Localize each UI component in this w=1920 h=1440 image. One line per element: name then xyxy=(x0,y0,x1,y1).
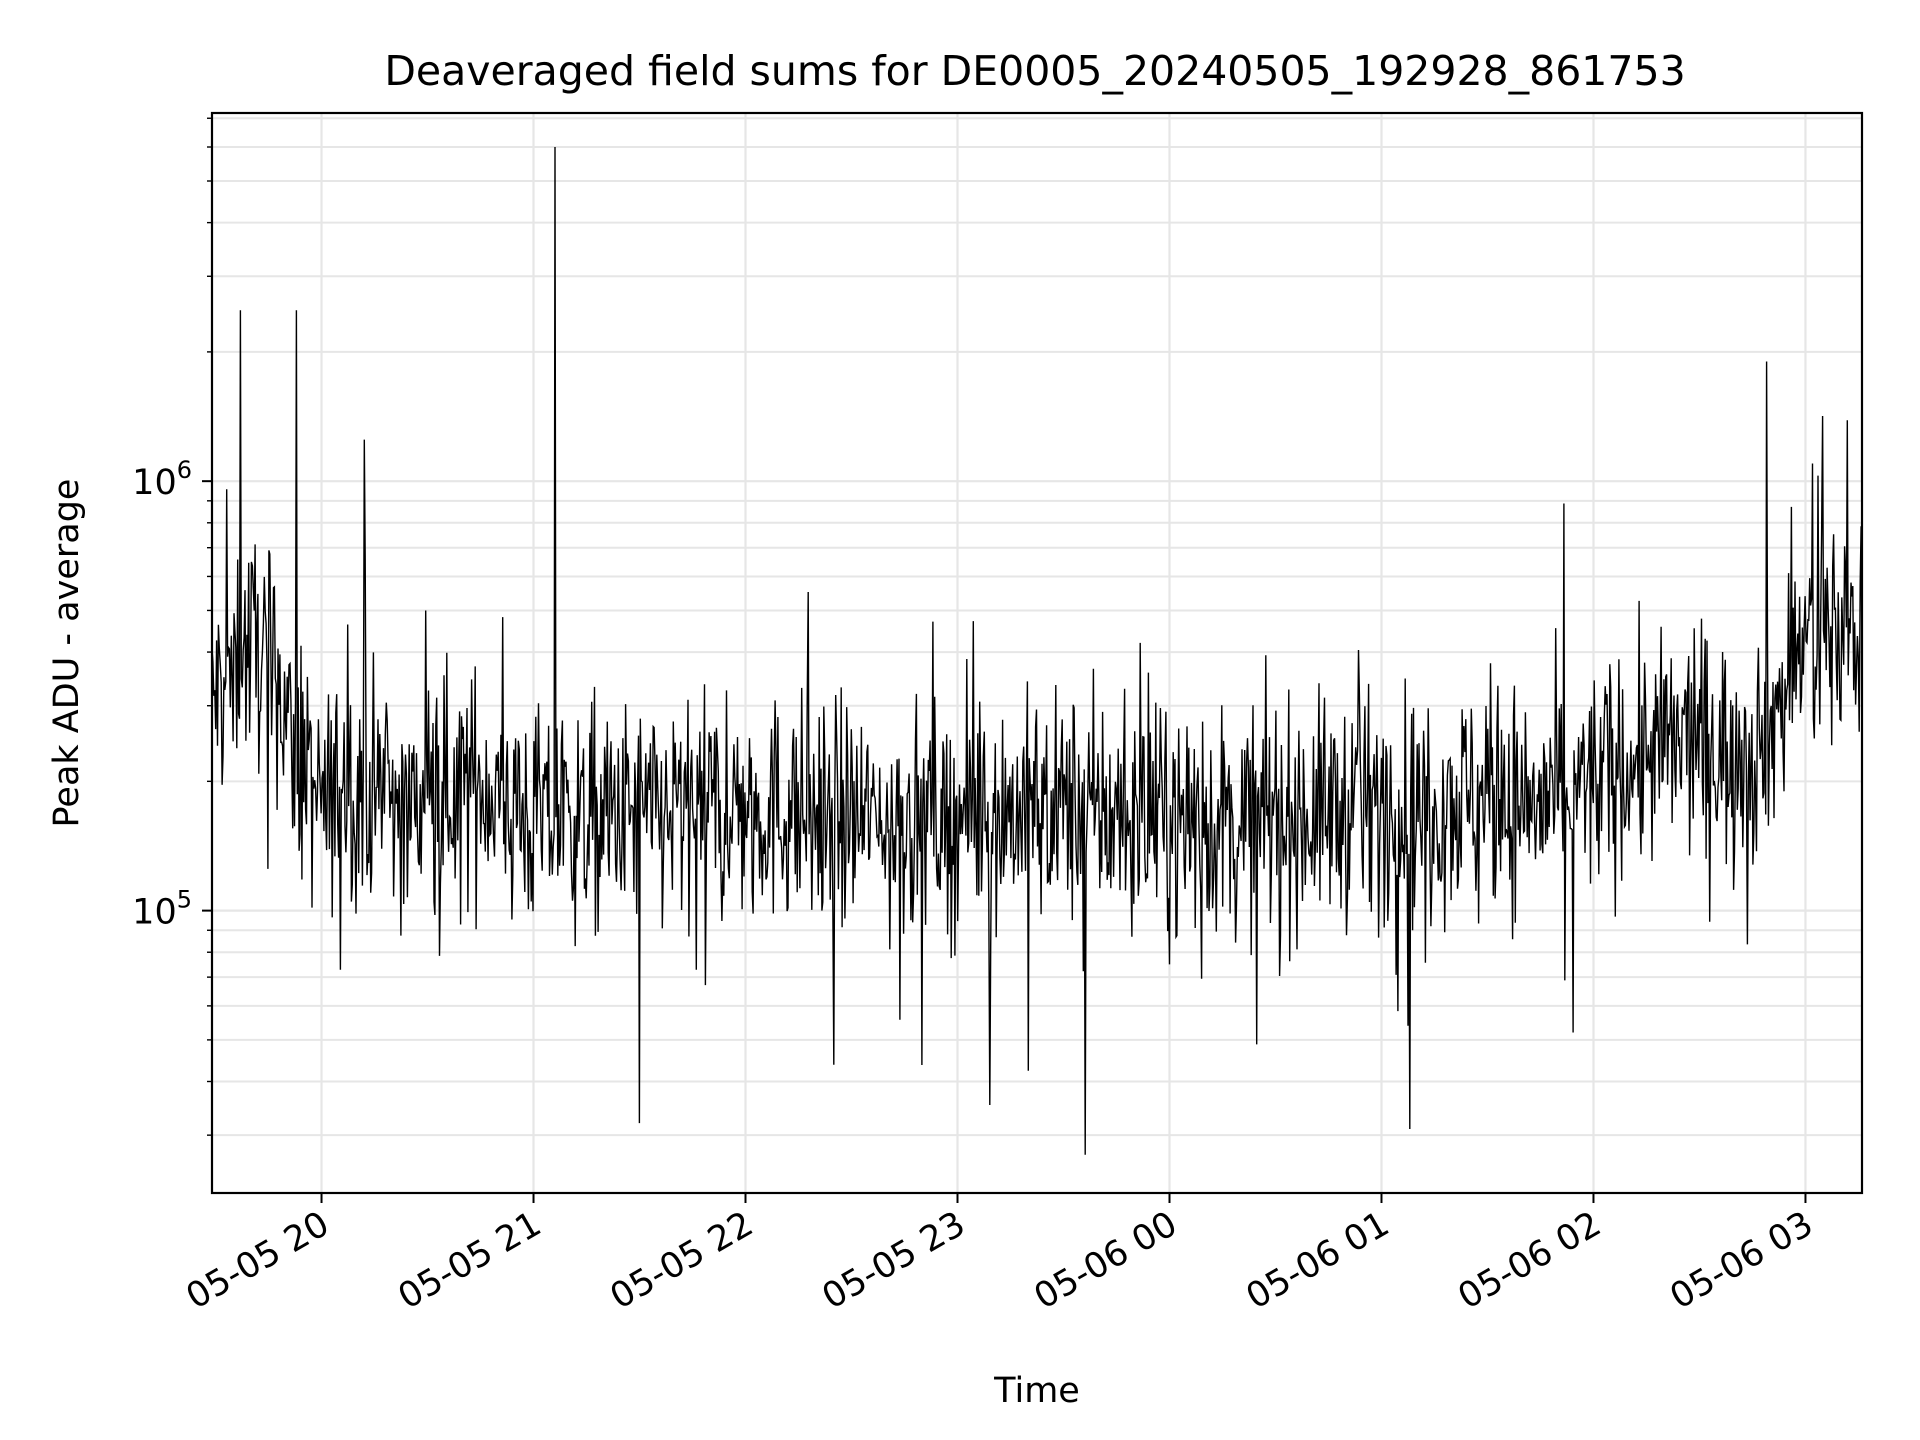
series-line xyxy=(211,146,1863,1155)
plot-frame xyxy=(210,111,1864,1195)
y-tick-label: 105 xyxy=(132,886,192,933)
y-tick-label: 106 xyxy=(132,456,192,503)
x-axis-label: Time xyxy=(993,1371,1080,1411)
chart-title: Deaveraged field sums for DE0005_2024050… xyxy=(384,47,1685,95)
y-axis: 105 106 xyxy=(132,117,212,1136)
y-axis-label: Peak ADU - average xyxy=(47,479,87,828)
series-polyline xyxy=(211,146,1863,1155)
